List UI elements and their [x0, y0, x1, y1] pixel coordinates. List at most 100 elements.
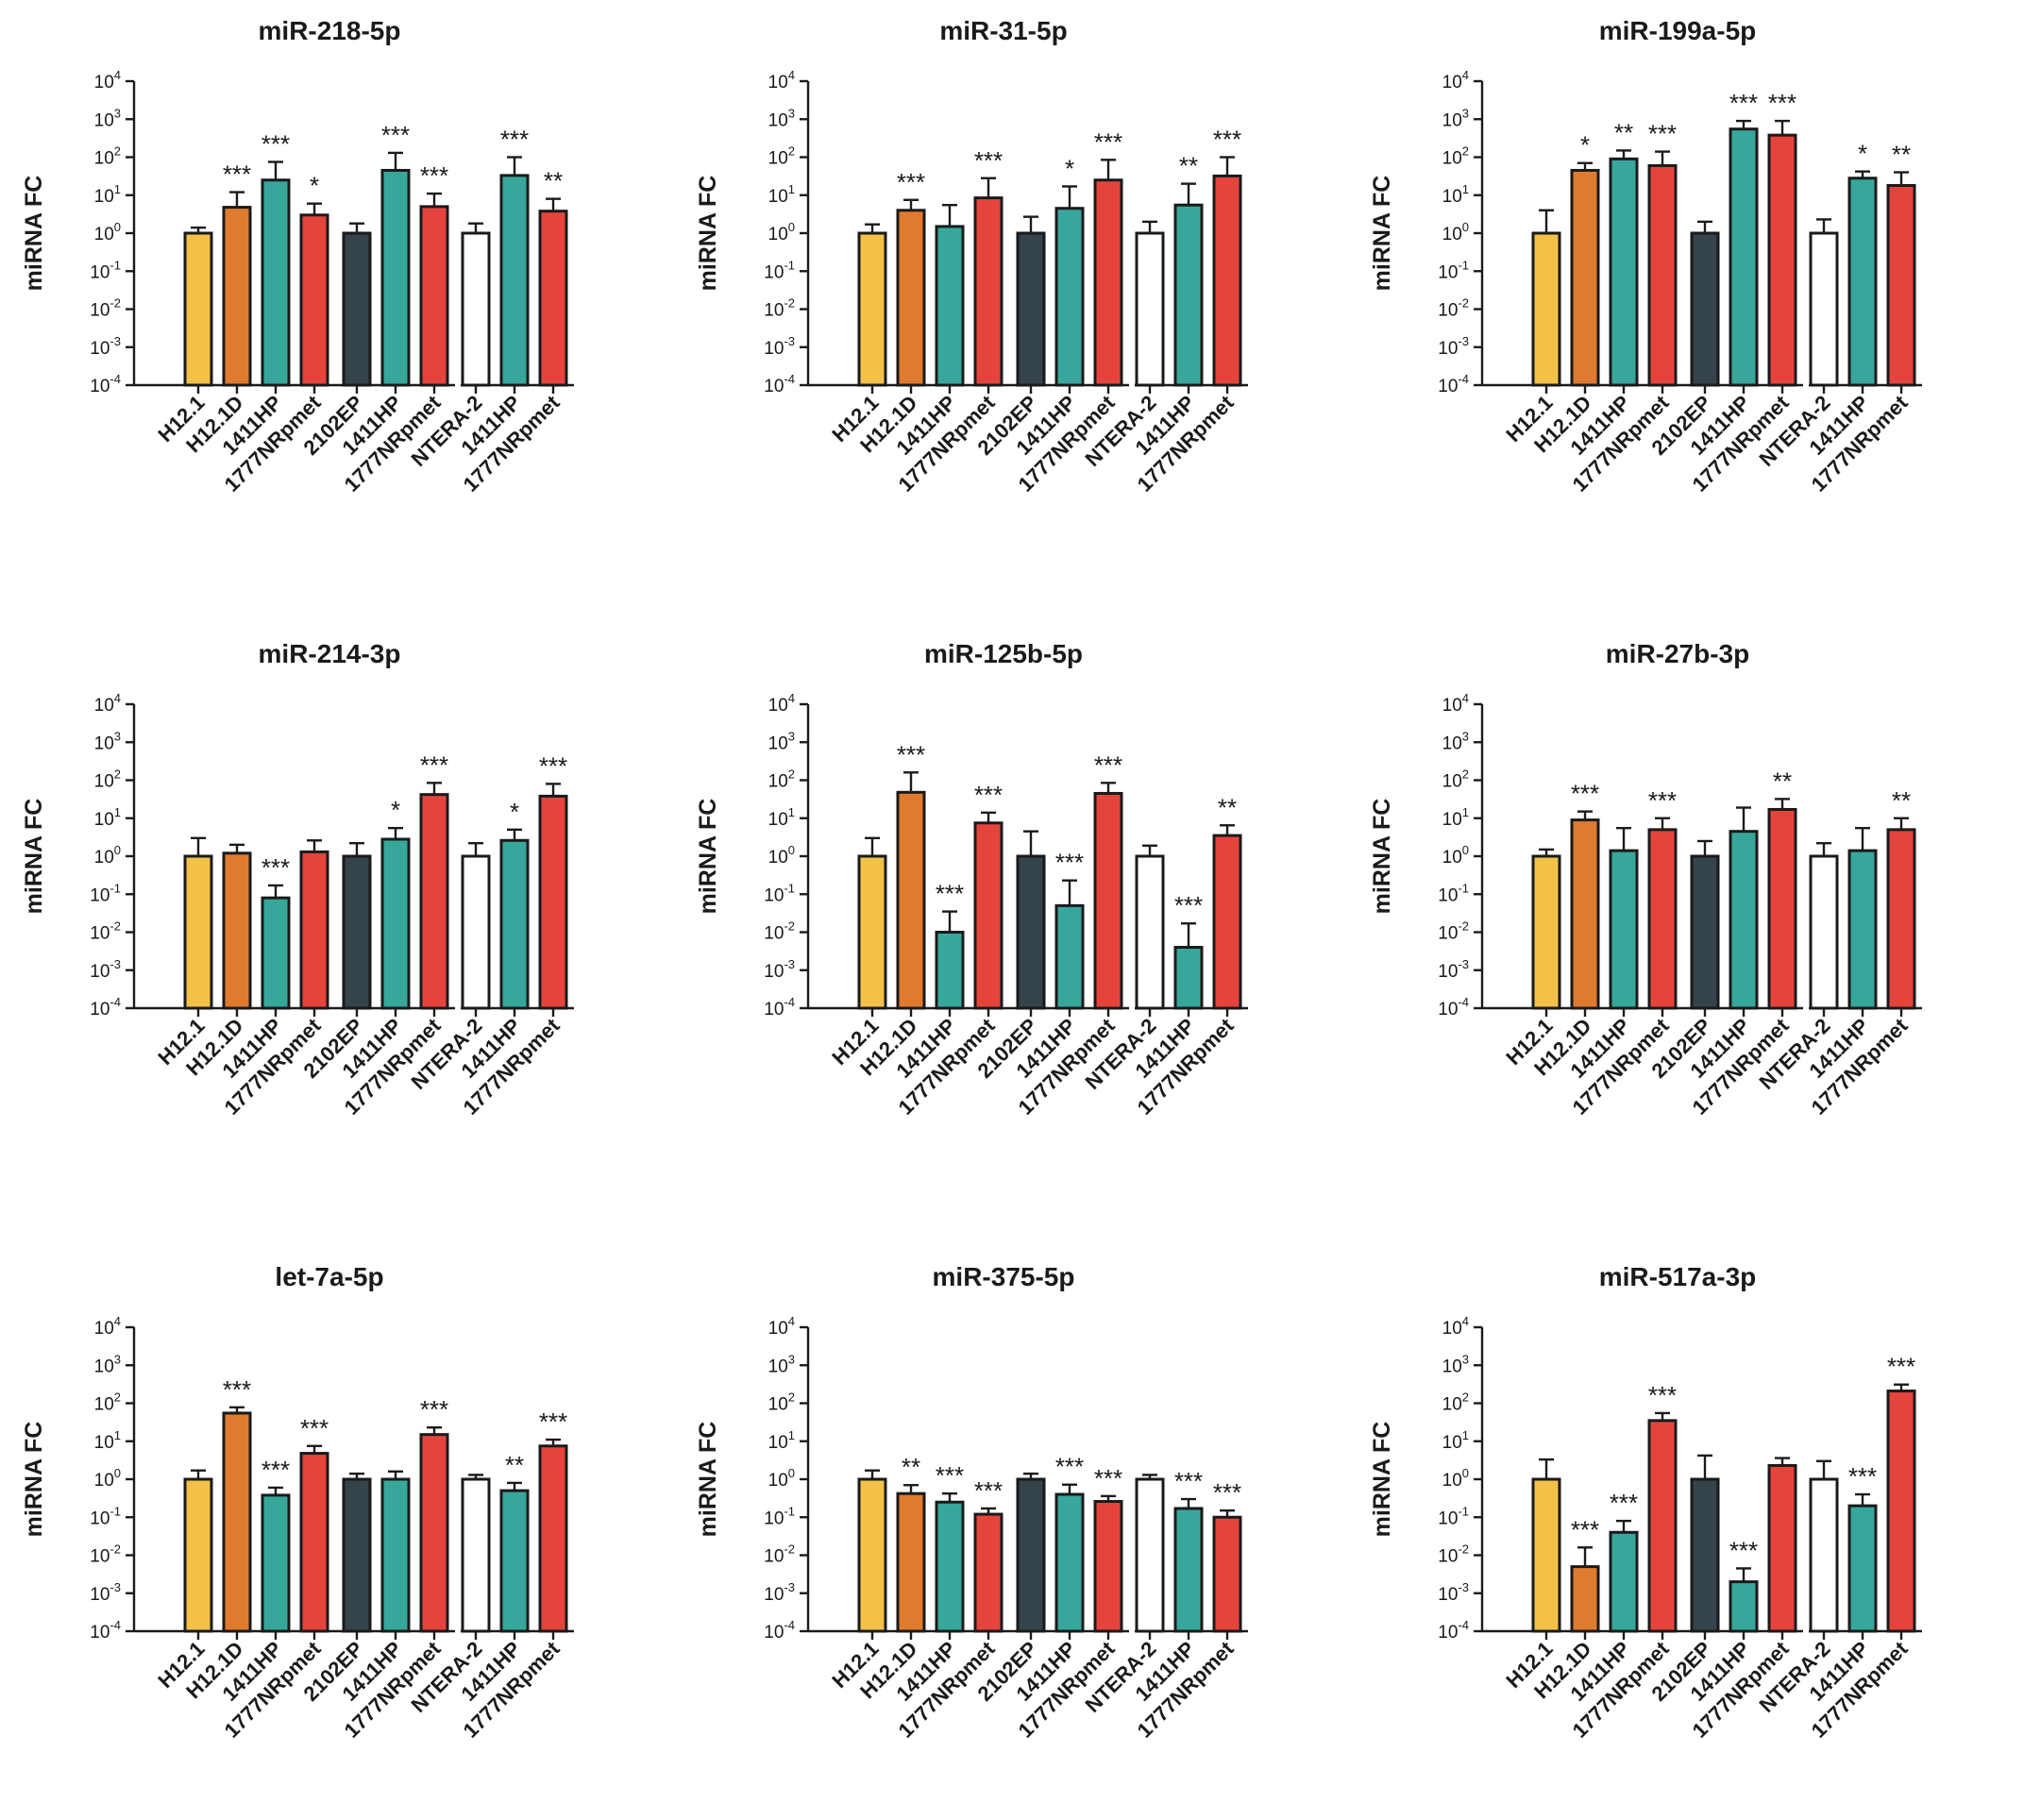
- y-tick-label: 10-4: [90, 1618, 121, 1643]
- y-tick-label: 10-4: [764, 372, 795, 396]
- y-tick-label: 103: [768, 1352, 795, 1376]
- bar-1411HP: [1054, 207, 1085, 387]
- chart-panel-miR-517a-3p: miR-517a-3p miRNA FC 104 103 102 101 100 10-1 10…: [1369, 1262, 1922, 1743]
- y-tick-label: 104: [1442, 1314, 1469, 1339]
- significance-label: ***: [1729, 89, 1758, 117]
- y-tick-label: 10-1: [1438, 1504, 1469, 1528]
- bar-1777NRpmet: [1647, 828, 1678, 1010]
- bar-1777NRpmet: [538, 1444, 568, 1633]
- bar-1777NRpmet: [538, 794, 568, 1010]
- y-tick-label: 100: [768, 1466, 795, 1491]
- y-tick-label: 101: [768, 1428, 795, 1453]
- significance-label: ***: [1648, 1381, 1677, 1409]
- y-tick-label: 10-2: [90, 919, 121, 944]
- y-tick-label: 104: [768, 1314, 795, 1339]
- y-tick-label: 10-2: [1438, 919, 1469, 944]
- significance-label: **: [1892, 786, 1911, 815]
- bar-1777NRpmet: [1886, 183, 1916, 387]
- bar-1777NRpmet: [973, 196, 1004, 387]
- y-tick-label: 103: [94, 729, 121, 753]
- y-tick-label: 10-1: [90, 1504, 121, 1528]
- significance-label: **: [544, 167, 563, 195]
- bar-H12.1: [1531, 1477, 1561, 1633]
- y-tick-label: 10-3: [1438, 957, 1469, 982]
- significance-label: ***: [539, 751, 567, 780]
- chart-title: miR-31-5p: [939, 16, 1067, 45]
- y-tick-label: 10-1: [90, 258, 121, 282]
- significance-label: *: [510, 798, 519, 826]
- bar-1777NRpmet: [1093, 1500, 1123, 1633]
- y-tick-label: 104: [94, 691, 121, 716]
- y-tick-label: 101: [1442, 805, 1469, 830]
- y-axis-label: miRNA FC: [1369, 176, 1395, 292]
- y-tick-label: 100: [1442, 843, 1469, 868]
- y-tick-label: 102: [768, 767, 795, 792]
- bar-NTERA-2: [461, 231, 491, 387]
- bar-1777NRpmet: [538, 210, 568, 387]
- y-tick-label: 10-2: [764, 919, 795, 944]
- chart-title: miR-218-5p: [259, 16, 401, 45]
- y-tick-label: 10-1: [1438, 258, 1469, 282]
- bar-1411HP: [1729, 1580, 1759, 1633]
- y-tick-label: 100: [1442, 220, 1469, 244]
- bar-2102EP: [1016, 231, 1046, 387]
- y-tick-label: 10-4: [1438, 995, 1469, 1020]
- bar-2102EP: [1690, 1477, 1720, 1633]
- bar-H12.1D: [222, 206, 252, 387]
- bar-NTERA-2: [1809, 1477, 1839, 1633]
- y-tick-label: 103: [1442, 729, 1469, 753]
- bar-1411HP: [1173, 946, 1204, 1010]
- y-tick-label: 10-1: [764, 881, 795, 905]
- significance-label: **: [505, 1451, 524, 1479]
- bar-2102EP: [1016, 854, 1046, 1010]
- y-axis-label: miRNA FC: [21, 799, 47, 915]
- y-tick-label: 10-3: [90, 334, 121, 359]
- chart-panel-miR-199a-5p: miR-199a-5p miRNA FC 104 103 102 101 100 10-1 10…: [1369, 16, 1922, 497]
- significance-label: *: [1580, 131, 1590, 160]
- significance-label: ***: [1610, 1489, 1638, 1517]
- chart-title: miR-27b-3p: [1606, 639, 1749, 668]
- bar-1411HP: [261, 896, 291, 1010]
- bar-1777NRpmet: [1093, 791, 1123, 1010]
- bar-H12.1: [857, 1477, 887, 1633]
- significance-label: ***: [1729, 1536, 1758, 1564]
- bar-1777NRpmet: [1212, 834, 1242, 1010]
- y-tick-label: 102: [94, 144, 121, 169]
- y-tick-label: 101: [768, 805, 795, 830]
- bar-H12.1D: [1570, 1565, 1600, 1633]
- bar-1411HP: [1609, 849, 1639, 1010]
- bar-1411HP: [935, 225, 965, 387]
- bar-1411HP: [1609, 1530, 1639, 1633]
- bar-H12.1D: [1570, 818, 1600, 1010]
- y-tick-label: 102: [1442, 767, 1469, 792]
- bar-1777NRpmet: [1093, 178, 1123, 387]
- bar-1411HP: [1054, 903, 1085, 1010]
- y-axis-label: miRNA FC: [21, 1422, 47, 1538]
- chart-panel-let-7a-5p: let-7a-5p miRNA FC 104 103 102 101 100 10-1 10-2…: [21, 1262, 574, 1743]
- bar-1777NRpmet: [1767, 1463, 1797, 1633]
- significance-label: ***: [1094, 750, 1122, 779]
- significance-label: ***: [1887, 1353, 1915, 1381]
- y-tick-label: 102: [768, 144, 795, 169]
- bar-1777NRpmet: [1212, 174, 1242, 387]
- y-tick-label: 10-4: [1438, 1618, 1469, 1643]
- y-tick-label: 10-1: [764, 1504, 795, 1528]
- y-axis-label: miRNA FC: [1369, 799, 1395, 915]
- y-tick-label: 100: [94, 843, 121, 868]
- y-tick-label: 103: [1442, 1352, 1469, 1376]
- y-tick-label: 101: [768, 182, 795, 207]
- bar-1777NRpmet: [1767, 133, 1797, 387]
- bar-1411HP: [380, 1477, 411, 1633]
- bar-NTERA-2: [1135, 854, 1165, 1010]
- bar-H12.1D: [896, 790, 926, 1010]
- y-tick-label: 10-2: [764, 1542, 795, 1567]
- chart-panel-miR-214-3p: miR-214-3p miRNA FC 104 103 102 101 100 10-1 10-…: [21, 639, 574, 1120]
- chart-panel-miR-375-5p: miR-375-5p miRNA FC 104 103 102 101 100 10-1 10-…: [695, 1262, 1248, 1743]
- y-tick-label: 104: [768, 691, 795, 716]
- bar-1411HP: [935, 1500, 965, 1633]
- y-tick-label: 10-3: [1438, 334, 1469, 359]
- y-tick-label: 104: [94, 1314, 121, 1339]
- significance-label: ***: [974, 1476, 1003, 1505]
- significance-label: ***: [539, 1407, 567, 1436]
- significance-label: ***: [1174, 1467, 1203, 1495]
